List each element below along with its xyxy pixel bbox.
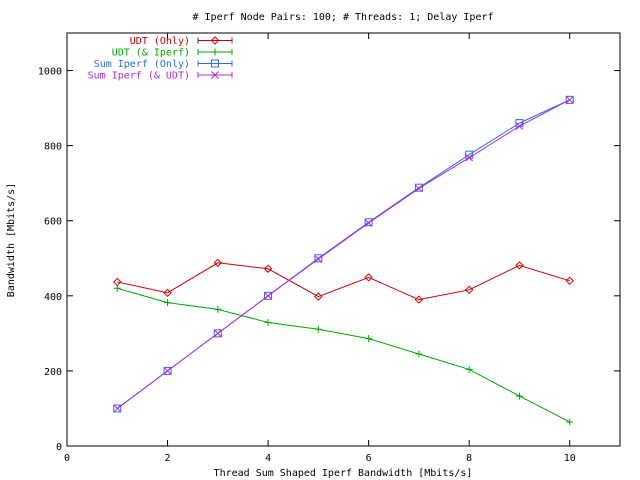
y-axis-label: Bandwidth [Mbits/s] bbox=[6, 183, 17, 297]
data-point bbox=[566, 418, 574, 426]
y-tick-label: 200 bbox=[44, 367, 62, 378]
data-point bbox=[515, 392, 523, 400]
data-point bbox=[264, 318, 272, 326]
data-point bbox=[163, 288, 172, 298]
data-point bbox=[565, 95, 574, 104]
series-layer bbox=[113, 95, 574, 426]
data-point bbox=[264, 291, 273, 300]
x-tick-label: 10 bbox=[564, 453, 576, 464]
data-point bbox=[163, 366, 172, 375]
data-point bbox=[565, 95, 574, 104]
data-point bbox=[364, 218, 373, 227]
data-point bbox=[113, 404, 122, 413]
legend-label: UDT (& Iperf) bbox=[112, 48, 190, 59]
data-point bbox=[364, 273, 373, 282]
y-tick-label: 400 bbox=[44, 292, 62, 303]
x-tick-label: 6 bbox=[366, 453, 372, 464]
data-point bbox=[214, 305, 222, 313]
series-line bbox=[116, 99, 570, 409]
axis-ticks: 0 2 4 6 8 10 0 200 400 600 800 1000 bbox=[38, 33, 620, 464]
legend-marker bbox=[210, 36, 220, 45]
data-point bbox=[465, 153, 474, 162]
data-point bbox=[565, 276, 574, 286]
data-point bbox=[314, 254, 323, 263]
x-tick-label: 8 bbox=[466, 453, 472, 464]
data-point bbox=[113, 404, 122, 413]
plot-frame bbox=[66, 32, 621, 447]
series-0 bbox=[113, 258, 574, 304]
x-tick-label: 2 bbox=[165, 453, 171, 464]
data-point bbox=[515, 122, 524, 130]
x-tick-label: 0 bbox=[64, 453, 70, 464]
data-point bbox=[263, 264, 273, 273]
data-point bbox=[164, 299, 172, 307]
y-tick-label: 600 bbox=[44, 217, 62, 228]
data-point bbox=[414, 183, 423, 192]
data-point bbox=[213, 329, 222, 338]
chart-title: # Iperf Node Pairs: 100; # Threads: 1; D… bbox=[192, 12, 493, 23]
legend-label: Sum Iperf (& UDT) bbox=[88, 71, 190, 82]
data-point bbox=[415, 350, 423, 358]
x-axis-label: Thread Sum Shaped Iperf Bandwidth [Mbits… bbox=[214, 468, 473, 479]
data-point bbox=[464, 285, 474, 295]
legend-marker bbox=[211, 48, 219, 56]
legend: UDT (Only)UDT (& Iperf)Sum Iperf (Only)S… bbox=[88, 36, 233, 82]
legend-label: UDT (Only) bbox=[130, 36, 190, 47]
legend-marker bbox=[211, 59, 219, 68]
x-tick-label: 4 bbox=[265, 453, 271, 464]
data-point bbox=[314, 292, 323, 301]
data-point bbox=[415, 184, 423, 193]
data-point bbox=[414, 295, 424, 304]
data-point bbox=[364, 219, 373, 227]
series-2 bbox=[113, 95, 574, 413]
data-point bbox=[365, 335, 373, 343]
data-point bbox=[213, 329, 222, 338]
data-point bbox=[314, 325, 322, 333]
series-line bbox=[116, 99, 570, 409]
series-line bbox=[117, 287, 570, 423]
legend-marker bbox=[211, 71, 219, 79]
data-point bbox=[213, 258, 223, 267]
y-tick-label: 0 bbox=[56, 442, 62, 453]
legend-label: Sum Iperf (Only) bbox=[94, 59, 190, 70]
series-1 bbox=[113, 284, 574, 426]
y-tick-label: 800 bbox=[44, 142, 62, 153]
data-point bbox=[264, 291, 272, 300]
series-line bbox=[117, 262, 570, 301]
data-point bbox=[314, 255, 323, 263]
data-point bbox=[465, 365, 473, 373]
y-tick-label: 1000 bbox=[38, 67, 62, 78]
data-point bbox=[163, 367, 172, 375]
data-point bbox=[515, 261, 524, 270]
data-point bbox=[113, 284, 121, 292]
series-3 bbox=[113, 95, 574, 413]
